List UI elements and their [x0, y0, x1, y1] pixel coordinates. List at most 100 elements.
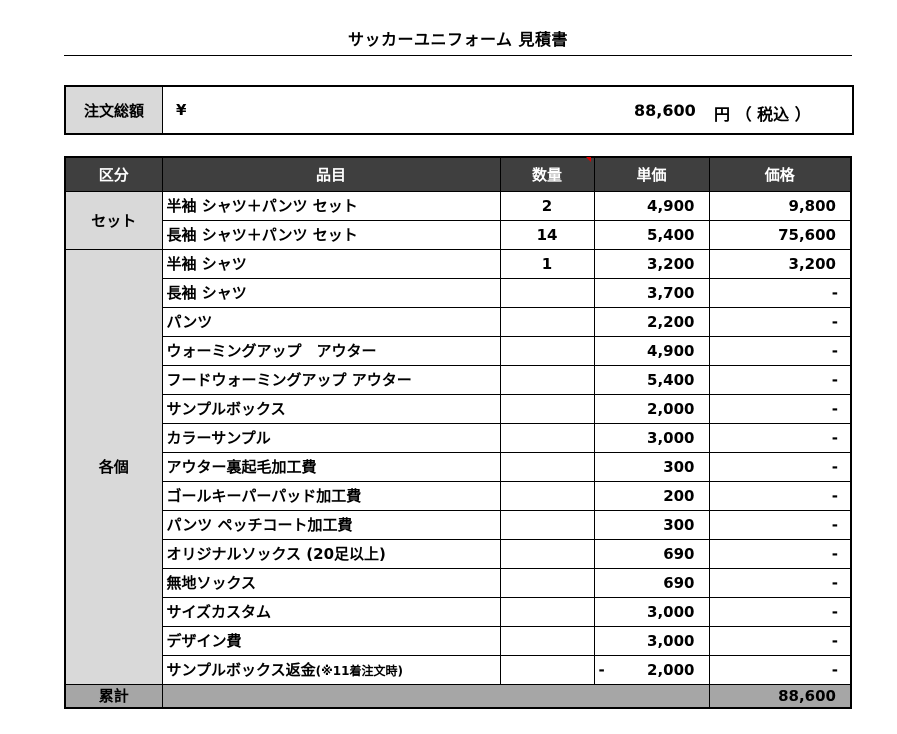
table-row: カラーサンプル 3,000 -: [65, 422, 852, 453]
table-row: サンプルボックス 2,000 -: [65, 393, 852, 424]
table-row: サンプルボックス返金(※11着注文時) - 2,000 -: [65, 654, 852, 685]
item-cell[interactable]: パンツ: [161, 306, 501, 337]
item-cell[interactable]: 半袖 シャツ＋パンツ セット: [161, 190, 501, 221]
unit-price-cell[interactable]: 300: [593, 451, 710, 482]
price-cell[interactable]: -: [708, 567, 852, 598]
table-row: サイズカスタム 3,000 -: [65, 596, 852, 627]
price-cell[interactable]: -: [708, 625, 852, 656]
summary-blank-cell[interactable]: [161, 683, 710, 709]
item-cell[interactable]: アウター裏起毛加工費: [161, 451, 501, 482]
price-cell[interactable]: -: [708, 596, 852, 627]
item-cell[interactable]: フードウォーミングアップ アウター: [161, 364, 501, 395]
item-cell[interactable]: パンツ ペッチコート加工費: [161, 509, 501, 540]
table-row: セット 半袖 シャツ＋パンツ セット 2 4,900 9,800: [64, 190, 852, 250]
header-category[interactable]: 区分: [64, 156, 163, 192]
table-row: アウター裏起毛加工費 300 -: [65, 451, 852, 482]
table-row: オリジナルソックス (20足以上) 690 -: [65, 538, 852, 569]
item-cell[interactable]: 無地ソックス: [161, 567, 501, 598]
unit-price-cell[interactable]: 5,400: [593, 364, 710, 395]
table-row: 長袖 シャツ＋パンツ セット 14 5,400 75,600: [65, 219, 852, 250]
header-item[interactable]: 品目: [161, 156, 501, 192]
table-row: パンツ ペッチコート加工費 300 -: [65, 509, 852, 540]
unit-price-cell[interactable]: 690: [593, 567, 710, 598]
unit-price-cell[interactable]: 5,400: [593, 219, 710, 250]
quantity-cell[interactable]: [499, 393, 595, 424]
quantity-cell[interactable]: [499, 567, 595, 598]
unit-price-cell[interactable]: 2,000: [593, 393, 710, 424]
item-cell[interactable]: デザイン費: [161, 625, 501, 656]
item-cell[interactable]: カラーサンプル: [161, 422, 501, 453]
quantity-cell[interactable]: [499, 538, 595, 569]
order-total-box: 注文総額 ¥ 88,600 円 （ 税込 ）: [64, 85, 854, 135]
item-cell[interactable]: ウォーミングアップ アウター: [161, 335, 501, 366]
unit-price-cell[interactable]: 300: [593, 509, 710, 540]
price-cell[interactable]: -: [708, 509, 852, 540]
header-unit-price[interactable]: 単価: [593, 156, 710, 192]
unit-price-cell[interactable]: 4,900: [593, 335, 710, 366]
title-underline: [64, 55, 852, 56]
unit-price-value: 2,000: [647, 660, 695, 679]
item-cell[interactable]: オリジナルソックス (20足以上): [161, 538, 501, 569]
quantity-cell[interactable]: [499, 509, 595, 540]
quantity-cell[interactable]: [499, 654, 595, 685]
quantity-cell[interactable]: [499, 335, 595, 366]
header-price[interactable]: 価格: [708, 156, 852, 192]
comment-indicator-icon[interactable]: [586, 157, 591, 162]
table-row: フードウォーミングアップ アウター 5,400 -: [65, 364, 852, 395]
quantity-cell[interactable]: 2: [499, 190, 595, 221]
quantity-cell[interactable]: [499, 596, 595, 627]
item-cell[interactable]: ゴールキーパーパッド加工費: [161, 480, 501, 511]
price-cell[interactable]: 9,800: [708, 190, 852, 221]
unit-price-cell[interactable]: 3,700: [593, 277, 710, 308]
quantity-cell[interactable]: [499, 422, 595, 453]
price-cell[interactable]: -: [708, 277, 852, 308]
price-cell[interactable]: -: [708, 538, 852, 569]
item-cell[interactable]: 長袖 シャツ＋パンツ セット: [161, 219, 501, 250]
item-cell[interactable]: 長袖 シャツ: [161, 277, 501, 308]
unit-price-cell[interactable]: 690: [593, 538, 710, 569]
item-cell[interactable]: 半袖 シャツ: [161, 248, 501, 279]
unit-price-cell[interactable]: 200: [593, 480, 710, 511]
quantity-cell[interactable]: [499, 277, 595, 308]
price-cell[interactable]: -: [708, 335, 852, 366]
item-cell[interactable]: サンプルボックス返金(※11着注文時): [161, 654, 501, 685]
estimate-table: 区分 品目 数量 単価 価格 セット 半袖 シャツ＋パンツ セット 2 4,90…: [64, 156, 852, 709]
price-cell[interactable]: -: [708, 306, 852, 337]
quantity-cell[interactable]: 14: [499, 219, 595, 250]
quantity-cell[interactable]: [499, 625, 595, 656]
category-set-cell[interactable]: セット: [64, 190, 163, 250]
category-individual-cell[interactable]: 各個: [64, 248, 163, 685]
item-cell[interactable]: サンプルボックス: [161, 393, 501, 424]
unit-price-cell[interactable]: - 2,000: [593, 654, 710, 685]
item-cell[interactable]: サイズカスタム: [161, 596, 501, 627]
table-row: ゴールキーパーパッド加工費 200 -: [65, 480, 852, 511]
order-total-unit: 円 （ 税込 ）: [714, 105, 811, 124]
item-note: (※11着注文時): [315, 664, 403, 678]
unit-price-cell[interactable]: 4,900: [593, 190, 710, 221]
price-cell[interactable]: -: [708, 654, 852, 685]
quantity-cell[interactable]: [499, 480, 595, 511]
price-cell[interactable]: -: [708, 422, 852, 453]
unit-price-cell[interactable]: 3,000: [593, 596, 710, 627]
price-cell[interactable]: -: [708, 480, 852, 511]
unit-price-cell[interactable]: 2,200: [593, 306, 710, 337]
quantity-cell[interactable]: [499, 364, 595, 395]
price-cell[interactable]: -: [708, 451, 852, 482]
table-row: デザイン費 3,000 -: [65, 625, 852, 656]
price-cell[interactable]: -: [708, 393, 852, 424]
price-cell[interactable]: 75,600: [708, 219, 852, 250]
summary-total[interactable]: 88,600: [708, 683, 852, 709]
summary-row: 累計 88,600: [64, 683, 852, 709]
quantity-cell[interactable]: [499, 306, 595, 337]
unit-price-cell[interactable]: 3,000: [593, 625, 710, 656]
quantity-cell[interactable]: 1: [499, 248, 595, 279]
price-cell[interactable]: 3,200: [708, 248, 852, 279]
price-cell[interactable]: -: [708, 364, 852, 395]
table-row: パンツ 2,200 -: [65, 306, 852, 337]
quantity-cell[interactable]: [499, 451, 595, 482]
header-quantity[interactable]: 数量: [499, 156, 595, 192]
summary-label[interactable]: 累計: [64, 683, 163, 709]
unit-price-cell[interactable]: 3,200: [593, 248, 710, 279]
unit-price-cell[interactable]: 3,000: [593, 422, 710, 453]
table-row: 長袖 シャツ 3,700 -: [65, 277, 852, 308]
